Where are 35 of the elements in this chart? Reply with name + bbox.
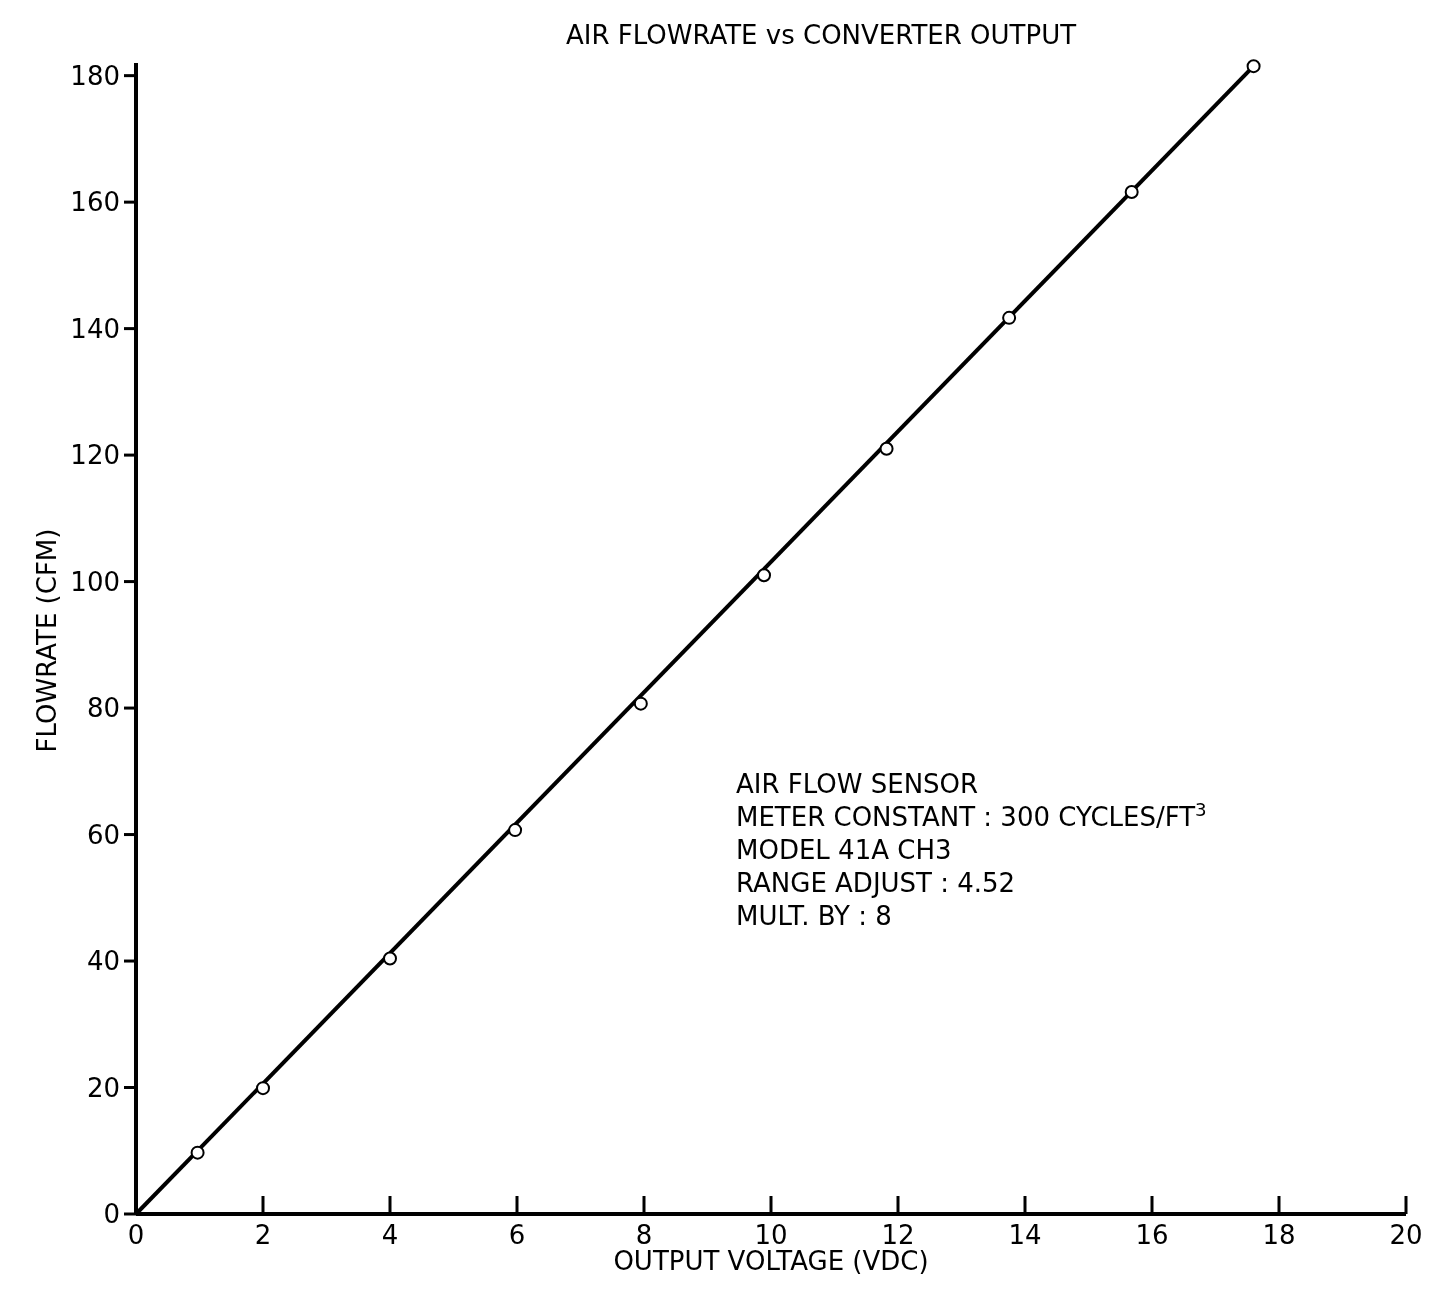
annotation: RANGE ADJUST : 4.52	[736, 868, 1016, 898]
point	[383, 951, 397, 966]
point	[1002, 310, 1017, 325]
x-tick-label: 2	[254, 1220, 272, 1250]
point	[879, 441, 894, 456]
x-tick-label: 14	[1008, 1220, 1042, 1250]
point	[508, 823, 523, 838]
y-tick-label: 100	[70, 566, 120, 597]
y-tick-label: 160	[70, 187, 120, 218]
point	[1124, 185, 1139, 200]
x-tick-label: 6	[508, 1220, 526, 1250]
x-tick-label: 4	[381, 1220, 399, 1250]
point	[190, 1145, 205, 1160]
y-axis-title: FLOWRATE (CFM)	[32, 528, 62, 753]
point	[757, 568, 772, 583]
x-tick-label: 18	[1262, 1220, 1296, 1250]
y-tick-label: 60	[86, 819, 120, 850]
point	[1246, 59, 1261, 74]
annotation: AIR FLOW SENSOR	[736, 769, 979, 799]
point	[256, 1081, 270, 1096]
annotation: METER CONSTANT : 300 CYCLES/FT$^{3}$	[736, 798, 1207, 832]
y-tick-label: 20	[86, 1072, 120, 1103]
y-tick-label: 80	[86, 693, 120, 724]
y-tick-label: 0	[103, 1199, 120, 1230]
y-tick-label: 40	[86, 946, 120, 977]
annotation: MODEL 41A CH3	[736, 835, 952, 865]
y-tick-label: 120	[70, 440, 120, 471]
y-tick-label: 140	[70, 313, 120, 344]
x-tick-label: 0	[127, 1220, 145, 1250]
point	[633, 696, 648, 711]
x-tick-label: 20	[1389, 1220, 1423, 1250]
x-tick-label: 16	[1135, 1220, 1169, 1250]
chart-title: AIR FLOWRATE vs CONVERTER OUTPUT	[565, 20, 1077, 50]
annotation: MULT. BY : 8	[736, 901, 892, 931]
y-tick-label: 180	[70, 60, 120, 91]
